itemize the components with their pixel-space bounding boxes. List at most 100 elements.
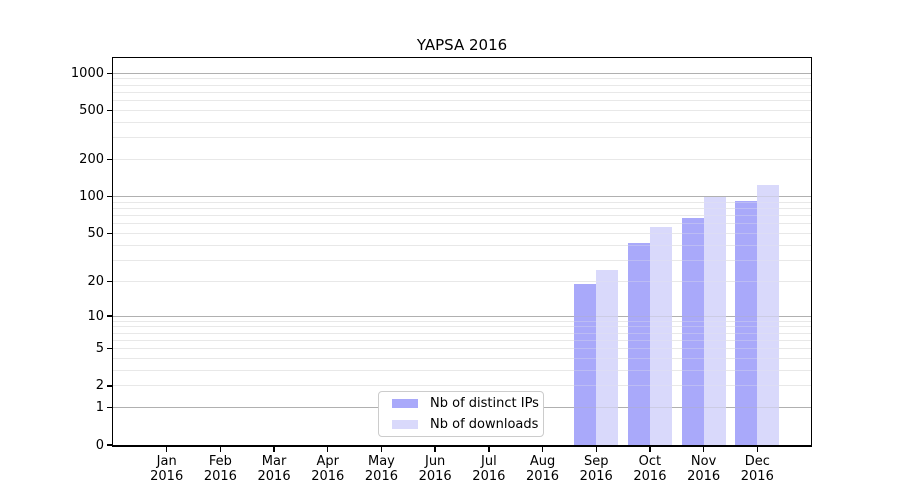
x-tick-mark-mar <box>273 447 275 452</box>
x-tick-mark-jan <box>165 447 168 452</box>
y-tick-mark-200 <box>107 158 112 161</box>
gridline-9 <box>113 320 811 322</box>
gridline-500 <box>113 110 811 112</box>
x-tick-year: 2016 <box>418 469 452 484</box>
x-tick-mark-jul <box>488 447 490 452</box>
y-tick-label-200: 200 <box>79 152 104 168</box>
x-tick-month: Sep <box>583 454 609 469</box>
x-tick-label-may: May 2016 <box>351 454 411 484</box>
x-tick-year: 2016 <box>364 469 398 484</box>
x-tick-month: Feb <box>208 454 232 469</box>
legend-label-downloads: Nb of downloads <box>430 416 539 432</box>
y-tick-mark-50 <box>107 232 112 235</box>
y-tick-mark-100 <box>107 196 112 198</box>
gridline-60 <box>113 223 811 225</box>
x-tick-year: 2016 <box>687 469 721 484</box>
x-tick-month: Oct <box>638 454 662 469</box>
gridline-7 <box>113 332 811 334</box>
y-tick-label-20: 20 <box>87 273 104 289</box>
y-tick-label-1000: 1000 <box>70 65 104 81</box>
gridline-50 <box>113 232 811 234</box>
x-tick-month: May <box>368 454 395 469</box>
x-tick-month: Aug <box>529 454 556 469</box>
y-tick-label-5: 5 <box>95 341 104 357</box>
bar-oct-distinct-ips <box>627 242 650 445</box>
x-tick-year: 2016 <box>525 469 560 484</box>
gridline-30 <box>113 259 811 261</box>
legend-item-distinct-ips: Nb of distinct IPs <box>392 395 543 411</box>
x-tick-month: Jul <box>481 454 497 469</box>
x-tick-mark-nov <box>702 447 705 452</box>
x-tick-mark-apr <box>327 447 329 452</box>
x-tick-year: 2016 <box>472 469 506 484</box>
legend-label-distinct-ips: Nb of distinct IPs <box>430 395 539 411</box>
gridlines-background <box>113 58 811 445</box>
chart-title: YAPSA 2016 <box>416 36 508 54</box>
x-tick-year: 2016 <box>579 469 613 484</box>
legend: Nb of distinct IPs Nb of downloads <box>378 391 544 437</box>
gridline-900 <box>113 78 811 80</box>
y-tick-label-100: 100 <box>79 189 104 205</box>
x-tick-year: 2016 <box>633 469 667 484</box>
x-tick-month: Jun <box>424 454 446 469</box>
y-axis: 0 1 2 5 10 20 50 100 200 500 1000 <box>0 57 112 453</box>
y-tick-mark-2 <box>107 385 112 387</box>
y-tick-label-0: 0 <box>95 437 104 453</box>
y-tick-label-10: 10 <box>87 308 104 324</box>
x-tick-month: Jan <box>156 454 177 469</box>
y-tick-mark-5 <box>107 347 112 350</box>
x-tick-month: Mar <box>261 454 287 469</box>
y-tick-label-2: 2 <box>95 378 104 394</box>
x-tick-year: 2016 <box>203 469 237 484</box>
y-tick-mark-20 <box>107 280 112 282</box>
x-tick-label-jun: Jun 2016 <box>405 454 465 484</box>
gridline-700 <box>113 91 811 93</box>
bar-dec-distinct-ips <box>735 200 758 445</box>
x-tick-year: 2016 <box>311 469 345 484</box>
x-tick-year: 2016 <box>257 469 291 484</box>
x-tick-label-jan: Jan 2016 <box>137 454 197 484</box>
gridline-100 <box>113 196 811 198</box>
y-tick-mark-0 <box>107 444 112 446</box>
x-tick-label-mar: Mar 2016 <box>244 454 304 484</box>
gridline-1000 <box>113 72 811 74</box>
x-tick-month: Dec <box>744 454 770 469</box>
x-tick-month: Nov <box>690 454 717 469</box>
bars-layer <box>113 58 811 445</box>
gridline-400 <box>113 122 811 124</box>
legend-swatch-distinct-ips <box>392 399 418 408</box>
bar-oct-downloads <box>649 226 672 445</box>
gridline-800 <box>113 84 811 86</box>
x-tick-label-jul: Jul 2016 <box>459 454 519 484</box>
x-tick-label-feb: Feb 2016 <box>190 454 250 484</box>
bar-nov-distinct-ips <box>681 218 704 445</box>
x-tick-label-nov: Nov 2016 <box>674 454 734 484</box>
y-tick-mark-1000 <box>107 72 112 75</box>
bar-sep-distinct-ips <box>574 283 597 445</box>
gridline-4 <box>113 357 811 359</box>
x-tick-label-dec: Dec 2016 <box>727 454 787 484</box>
gridline-8 <box>113 326 811 328</box>
x-axis: Jan 2016 Feb 2016 Mar 2016 Apr 2016 May 2016 Jun 20… <box>113 446 811 496</box>
x-tick-label-aug: Aug 2016 <box>513 454 573 484</box>
x-tick-month: Apr <box>316 454 340 469</box>
gridline-2 <box>113 385 811 387</box>
x-tick-mark-aug <box>541 447 544 452</box>
legend-item-downloads: Nb of downloads <box>392 416 543 432</box>
gridline-600 <box>113 100 811 102</box>
gridline-80 <box>113 208 811 210</box>
gridline-90 <box>113 201 811 203</box>
legend-swatch-downloads <box>392 420 418 429</box>
gridline-3 <box>113 369 811 371</box>
x-tick-label-sep: Sep 2016 <box>566 454 626 484</box>
y-tick-label-1: 1 <box>95 400 104 416</box>
x-tick-label-oct: Oct 2016 <box>620 454 680 484</box>
gridline-70 <box>113 215 811 217</box>
gridline-5 <box>113 348 811 350</box>
y-tick-mark-500 <box>107 109 112 112</box>
x-tick-year: 2016 <box>740 469 774 484</box>
gridline-40 <box>113 244 811 246</box>
bar-sep-downloads <box>596 269 619 445</box>
x-tick-year: 2016 <box>150 469 184 484</box>
